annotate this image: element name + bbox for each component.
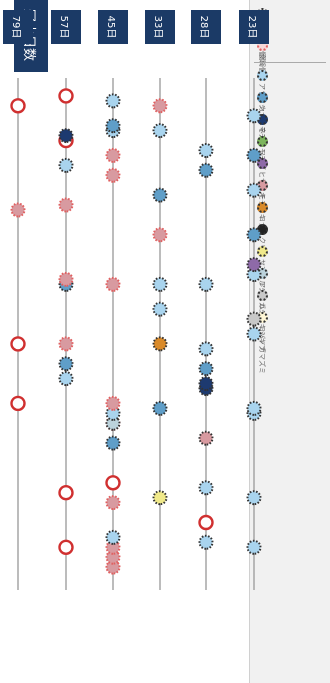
tree-point (105, 435, 121, 451)
tree-point (10, 98, 26, 114)
tree-point (152, 227, 168, 243)
tree-point (10, 336, 26, 352)
tree-point (105, 475, 121, 491)
tree-point (58, 157, 74, 173)
tree-point (246, 147, 262, 163)
tree-point (246, 311, 262, 327)
tree-point (105, 147, 121, 163)
tree-point (58, 356, 74, 372)
tree-point (152, 301, 168, 317)
tree-point (152, 187, 168, 203)
tree-point (58, 128, 74, 144)
tree-point (58, 197, 74, 213)
tree-point (10, 395, 26, 412)
tree-point (105, 529, 121, 545)
tree-point (58, 271, 74, 287)
tree-point (105, 276, 121, 292)
tree-point (152, 400, 168, 416)
tree-point (58, 336, 74, 352)
tree-point (246, 400, 262, 416)
tree-point (105, 118, 121, 134)
tree-point (246, 182, 262, 198)
tree-point (152, 276, 168, 292)
tree-point (58, 539, 74, 555)
tree-point (105, 495, 121, 511)
tree-point (198, 162, 214, 178)
tree-point (10, 202, 26, 218)
tree-point (105, 93, 121, 109)
tree-point (198, 361, 214, 377)
tree-point (198, 143, 214, 158)
tree-point (246, 227, 262, 243)
tree-point (246, 326, 262, 342)
tree-point (198, 514, 214, 531)
tree-point (246, 490, 262, 506)
tree-point (198, 430, 214, 446)
tree-point (246, 108, 262, 124)
tree-point (198, 376, 214, 392)
tree-point (152, 98, 168, 114)
tree-point (58, 371, 74, 387)
tree-point (198, 276, 214, 292)
tree-point (246, 539, 262, 555)
tree-point (58, 485, 74, 501)
tree-point (152, 336, 168, 352)
tree-point (105, 167, 121, 183)
tree-point (198, 480, 214, 496)
tree-point (152, 490, 168, 506)
tree-point (58, 88, 74, 104)
tree-point (246, 257, 262, 273)
tree-point (198, 534, 214, 550)
tree-point (105, 395, 121, 411)
tree-point (198, 341, 214, 357)
tree-point (152, 123, 168, 139)
